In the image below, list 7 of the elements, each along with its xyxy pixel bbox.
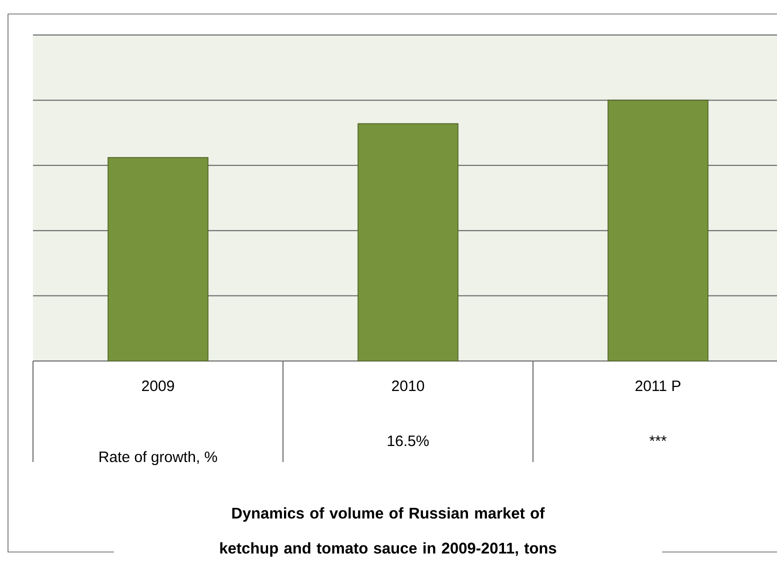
x-tick-label: 2011 P — [636, 380, 680, 392]
x-tick-label: 2010 — [392, 380, 424, 392]
x-tick-label: 2009 — [142, 380, 174, 392]
text: *** — [649, 436, 667, 441]
text: 16.5% — [388, 436, 429, 446]
text: Rate of growth, % — [100, 451, 218, 466]
chart-title: Dynamics of volume of Russian market of ketchup and tomato sauce in 2009-2011, tons — [220, 507, 556, 557]
